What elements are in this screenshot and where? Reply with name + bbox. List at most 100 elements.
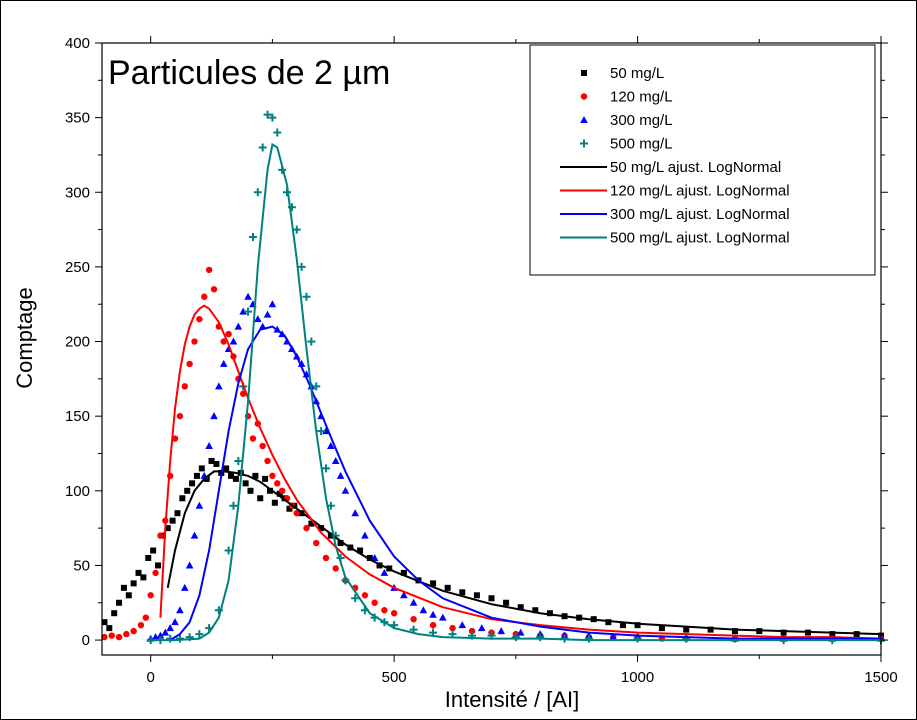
x-tick-label: 500 [382,669,407,686]
data-point-s1-40 [322,554,330,562]
legend-entry: 50 mg/L ajust. LogNormal [610,159,781,176]
data-point-s0-65 [619,622,626,629]
data-point-s0-23 [213,460,220,467]
data-point-s0-64 [605,619,612,626]
data-point-s2-3 [161,628,170,636]
data-point-s2-49 [429,610,437,618]
data-point-s2-20 [244,292,252,300]
series-line-7 [150,142,881,642]
series-line-5 [159,304,882,640]
legend-swatch [580,139,588,148]
data-point-s3-5 [195,630,204,639]
data-point-s0-9 [145,554,152,561]
data-point-s1-5 [137,621,145,629]
data-point-s1-14 [181,383,188,390]
data-point-s1-1 [108,632,115,639]
x-axis-title: Intensité / [AI] [445,687,580,712]
data-point-s0-55 [473,592,480,599]
chart-title: Particules de 2 µm [108,54,390,92]
series-line-6 [169,325,881,641]
data-point-s0-25 [223,465,230,472]
data-point-s1-51 [468,627,476,635]
data-point-s0-11 [154,562,161,569]
data-point-s0-10 [150,547,157,554]
data-point-s1-38 [303,524,310,532]
data-point-s1-28 [249,435,257,442]
legend-entry: 500 mg/L ajust. LogNormal [610,230,790,247]
data-point-s0-26 [228,472,235,479]
data-point-s1-22 [220,338,227,345]
data-point-s2-17 [229,337,238,345]
legend-entry: 120 mg/L ajust. LogNormal [610,183,790,200]
data-point-s1-9 [157,532,164,539]
data-point-s1-50 [449,624,456,632]
data-point-s0-36 [276,490,283,497]
data-point-s1-6 [142,614,150,621]
legend-swatch [580,93,588,100]
data-point-s0-27 [232,475,239,482]
data-point-s1-16 [191,338,198,345]
data-point-s0-13 [164,525,171,532]
data-point-s1-39 [313,539,320,547]
legend-entry: 300 mg/L ajust. LogNormal [610,206,790,223]
data-point-s2-53 [497,627,506,635]
data-point-s0-0 [101,619,108,626]
data-point-s0-43 [327,532,334,539]
x-tick-label: 0 [147,669,155,686]
data-point-s1-23 [225,330,232,338]
data-point-s2-24 [263,310,272,318]
data-point-s2-25 [268,300,277,308]
data-point-s0-52 [430,580,437,587]
data-point-s0-69 [707,626,714,633]
y-tick-label: 200 [65,334,90,351]
data-point-s3-33 [351,594,360,603]
data-point-s2-54 [516,628,525,636]
data-point-s1-31 [264,457,271,465]
data-point-s1-13 [176,412,184,420]
data-point-s1-46 [381,607,388,614]
data-point-s3-10 [234,456,243,465]
data-point-s3-24 [302,292,311,301]
data-point-s0-3 [116,599,123,606]
data-point-s2-39 [336,471,345,479]
data-point-s2-47 [409,598,418,606]
y-tick-label: 150 [65,408,90,425]
data-point-s2-42 [361,531,369,539]
y-tick-label: 300 [65,184,90,201]
data-point-s0-20 [198,465,205,472]
data-point-s3-43 [511,633,520,642]
data-point-s1-2 [115,633,123,641]
data-point-s0-33 [262,475,269,482]
data-point-s3-15 [258,143,267,152]
y-tick-label: 50 [73,557,90,574]
data-point-s0-16 [179,495,186,502]
data-point-s0-18 [189,480,196,487]
data-point-s0-8 [140,574,147,581]
data-point-s1-17 [196,315,203,323]
marks-layer [101,110,885,645]
data-point-s0-54 [459,589,466,596]
data-point-s0-67 [658,625,665,632]
data-point-s2-22 [254,315,262,323]
data-point-s3-17 [268,113,277,122]
data-point-s0-53 [444,584,451,591]
data-point-s0-1 [106,625,113,632]
x-tick-label: 1500 [864,669,897,686]
data-point-s0-47 [366,554,373,561]
data-point-s0-60 [546,610,553,617]
data-point-s1-45 [371,599,378,606]
data-point-s1-48 [410,615,417,623]
data-point-s1-3 [123,630,130,638]
data-point-s2-4 [166,624,174,632]
data-point-s0-17 [184,487,191,494]
data-point-s0-46 [357,547,364,554]
data-point-s0-34 [266,487,273,494]
data-point-s3-25 [307,337,316,346]
data-point-s1-12 [171,435,179,442]
data-point-s1-26 [239,390,247,397]
data-point-s2-46 [400,591,408,599]
legend: 50 mg/L 120 mg/L 300 mg/L 500 mg/L 50 mg/L a… [529,44,876,276]
data-point-s0-72 [780,629,787,636]
data-point-s0-48 [376,562,383,569]
